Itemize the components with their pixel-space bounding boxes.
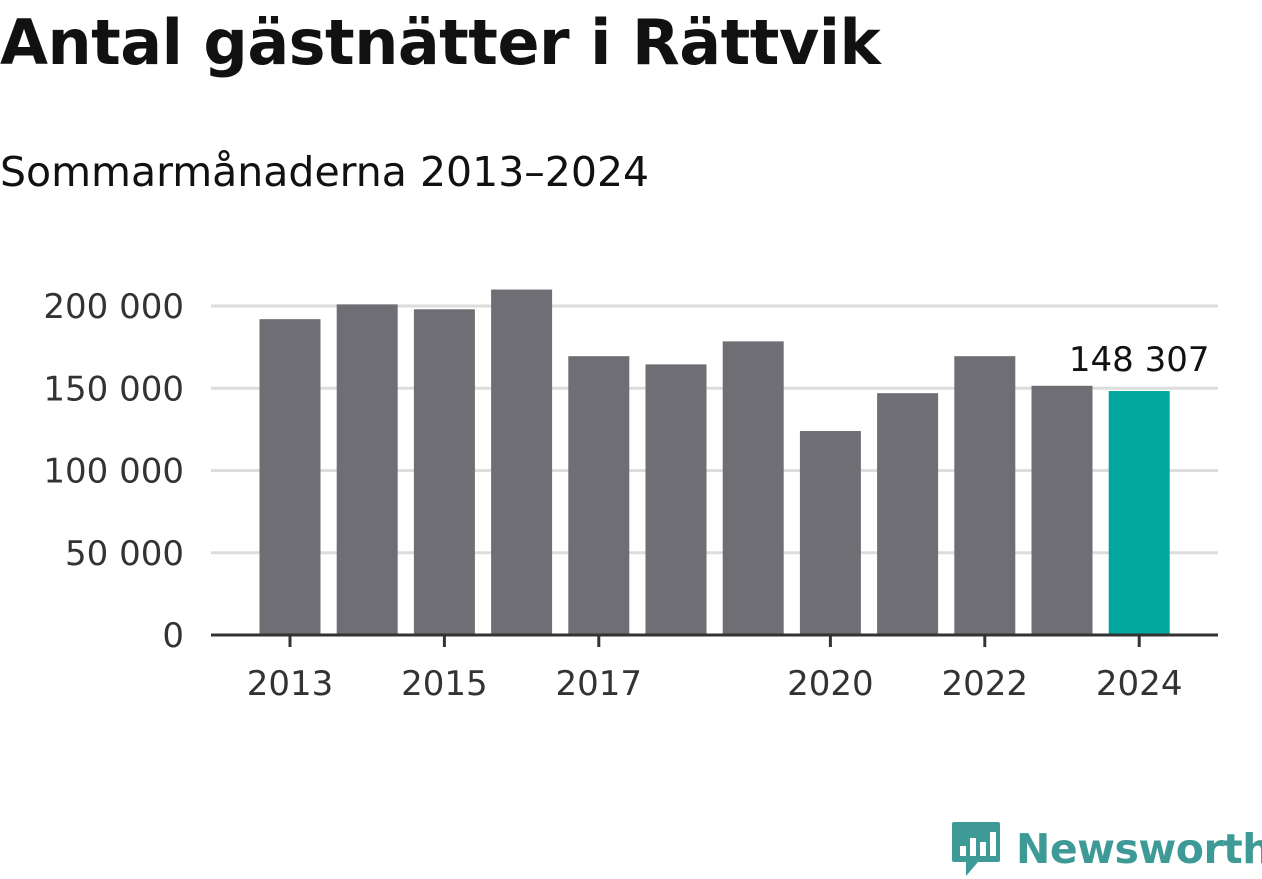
bar-2016 [491,289,553,635]
x-tick-label: 2013 [247,664,334,704]
x-tick-label: 2022 [942,664,1029,704]
x-tick-label: 2024 [1096,664,1183,704]
bar-2014 [336,304,398,635]
y-axis: 0 50 000 100 000 150 000 200 000 [43,287,184,656]
data-label: 148 307 [1069,340,1210,380]
data-labels: 148 307 [1069,340,1210,380]
x-tick-label: 2017 [556,664,643,704]
y-tick-label: 200 000 [43,287,184,327]
bar-2019 [722,341,784,635]
x-tick-label: 2015 [401,664,488,704]
bar-2013 [259,319,321,635]
chart-subtitle: Sommarmånaderna 2013–2024 [0,148,650,196]
x-axis: 2013 2015 2017 2020 2022 2024 [211,633,1218,704]
x-tick-label: 2020 [787,664,874,704]
logo-text: Newsworthy [1016,825,1262,873]
bar-2018 [645,364,707,635]
y-tick-label: 0 [162,616,184,656]
bar-2015 [413,309,475,635]
bar-2023 [1031,385,1093,635]
bar-2024 [1108,391,1170,635]
y-tick-label: 100 000 [43,452,184,492]
bars [259,289,1170,635]
chart-title: Antal gästnätter i Rättvik [0,6,881,79]
newsworthy-logo: Newsworthy [950,820,1262,878]
chart-bubble-icon [952,822,1000,876]
bar-2020 [799,431,861,635]
y-tick-label: 50 000 [65,534,184,574]
bar-2017 [568,356,630,635]
bar-2021 [877,393,939,635]
bar-2022 [954,356,1016,635]
y-tick-label: 150 000 [43,369,184,409]
